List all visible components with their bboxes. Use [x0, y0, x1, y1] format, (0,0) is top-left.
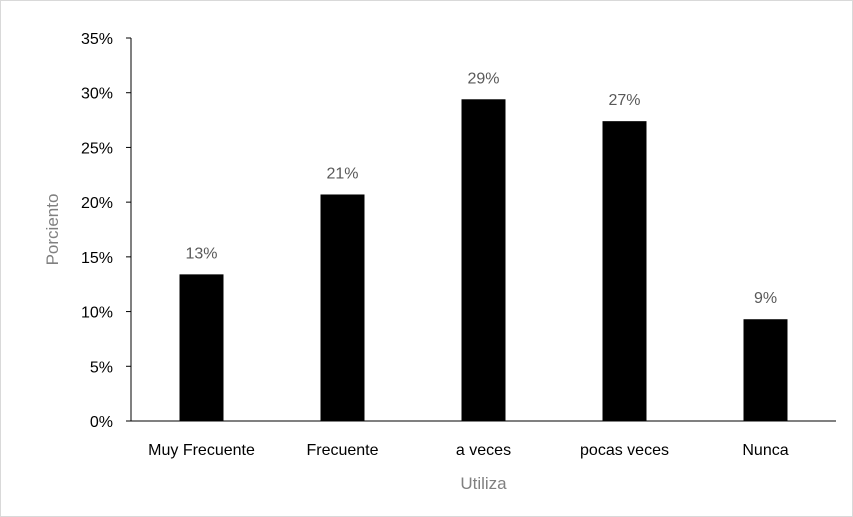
bar-data-label: 21% [326, 165, 358, 182]
x-category-label: a veces [456, 442, 511, 459]
bar-data-label: 9% [754, 290, 777, 307]
bar [602, 121, 647, 421]
bars [179, 99, 788, 421]
bar [743, 319, 788, 421]
data-labels: 13% 21% 29% 27% 9% [185, 70, 777, 307]
y-tick-label: 10% [81, 305, 113, 322]
bar-data-label: 29% [467, 70, 499, 87]
bar [179, 274, 224, 421]
x-category-label: pocas veces [580, 442, 669, 459]
y-tick-label: 20% [81, 195, 113, 212]
y-tick-label: 5% [90, 359, 113, 376]
bar-data-label: 13% [185, 245, 217, 262]
bar [461, 99, 506, 421]
x-category-label: Nunca [742, 442, 788, 459]
bar-data-label: 27% [608, 92, 640, 109]
x-category-label: Frecuente [306, 442, 378, 459]
y-tick-label: 35% [81, 31, 113, 48]
y-axis-title: Porciento [43, 194, 62, 266]
x-axis-title: Utiliza [460, 474, 507, 493]
y-axis: 0% 5% 10% 15% 20% 25% 30% 35% [81, 31, 132, 431]
y-tick-label: 0% [90, 414, 113, 431]
bar [320, 194, 365, 421]
y-tick-label: 15% [81, 250, 113, 267]
x-category-label: Muy Frecuente [148, 442, 255, 459]
y-tick-label: 25% [81, 140, 113, 157]
x-axis: Muy Frecuente Frecuente a veces pocas veces… [131, 420, 836, 459]
y-tick-label: 30% [81, 86, 113, 103]
